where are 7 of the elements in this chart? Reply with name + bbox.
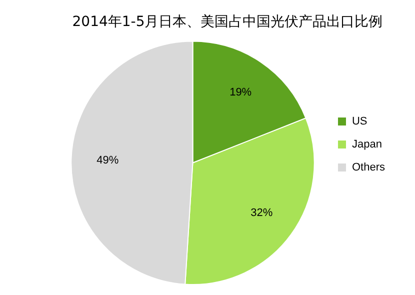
data-label: 49% [96,154,119,166]
legend-label: US [352,116,368,128]
legend-label: Others [352,162,386,174]
legend-label: Japan [352,138,382,151]
data-label: 19% [230,86,252,99]
data-label: 32% [250,206,273,219]
chart-title: 2014年1-5月日本、美国占中国光伏产品出口比例 [72,14,383,30]
